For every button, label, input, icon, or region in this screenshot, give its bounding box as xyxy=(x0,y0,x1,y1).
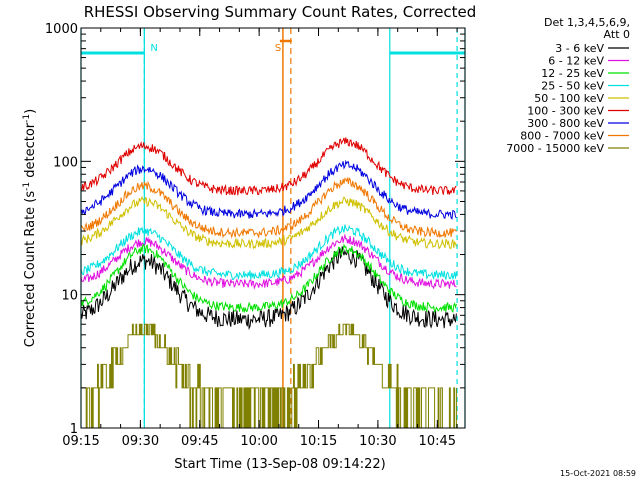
y-tick-label: 1000 xyxy=(45,22,78,37)
legend-label: 25 - 50 keV xyxy=(541,80,604,93)
series-line-100-300-kev xyxy=(80,137,457,196)
legend-header-line-1: Det 1,3,4,5,6,9, xyxy=(544,16,630,29)
y-axis-label-main: Corrected Count Rate (s xyxy=(23,191,38,348)
marker-label: N xyxy=(150,43,157,54)
legend-label: 800 - 7000 keV xyxy=(520,130,604,143)
legend-header-line-2: Att 0 xyxy=(604,28,630,41)
y-tick-label: 10 xyxy=(61,289,78,304)
x-tick-label: 09:15 xyxy=(62,434,99,449)
plot-frame xyxy=(80,27,466,429)
x-tick-label: 10:45 xyxy=(419,434,456,449)
series-line-12-25-kev xyxy=(80,243,457,314)
series-line-7000-15000-kev xyxy=(81,323,457,429)
x-axis-label: Start Time (13-Sep-08 09:14:22) xyxy=(174,457,385,472)
series-line-300-800-kev xyxy=(80,159,457,220)
y-axis-label-sup2: -1 xyxy=(22,114,32,123)
legend-label: 50 - 100 keV xyxy=(534,92,604,105)
legend-label: 6 - 12 keV xyxy=(548,55,604,68)
legend-label: 12 - 25 keV xyxy=(541,67,604,80)
y-tick-label: 100 xyxy=(53,155,78,170)
legend-label: 300 - 800 keV xyxy=(527,117,604,130)
x-tick-label: 10:30 xyxy=(359,434,396,449)
footer-timestamp: 15-Oct-2021 08:59 xyxy=(560,469,636,478)
legend-label: 100 - 300 keV xyxy=(527,105,604,118)
legend-label: 3 - 6 keV xyxy=(555,42,604,55)
legend-label: 7000 - 15000 keV xyxy=(506,142,604,155)
y-tick-label: 1 xyxy=(70,422,78,437)
chart-title: RHESSI Observing Summary Count Rates, Co… xyxy=(84,3,477,21)
x-tick-label: 10:15 xyxy=(300,434,337,449)
x-tick-label: 09:30 xyxy=(122,434,159,449)
y-axis-label: Corrected Count Rate (s-1 detector-1) xyxy=(22,109,38,347)
x-tick-label: 09:45 xyxy=(181,434,218,449)
y-axis-label-sup1: -1 xyxy=(22,182,32,191)
series-line-50-100-kev xyxy=(80,195,457,250)
series-line-3-6-kev xyxy=(80,246,457,331)
x-tick-label: 10:00 xyxy=(240,434,277,449)
series-line-800-7000-kev xyxy=(80,177,457,239)
y-axis-label-mid: detector xyxy=(23,122,38,182)
series-line-25-50-kev xyxy=(80,224,457,281)
y-axis-label-end: ) xyxy=(23,109,38,114)
marker-label: S xyxy=(275,43,281,54)
